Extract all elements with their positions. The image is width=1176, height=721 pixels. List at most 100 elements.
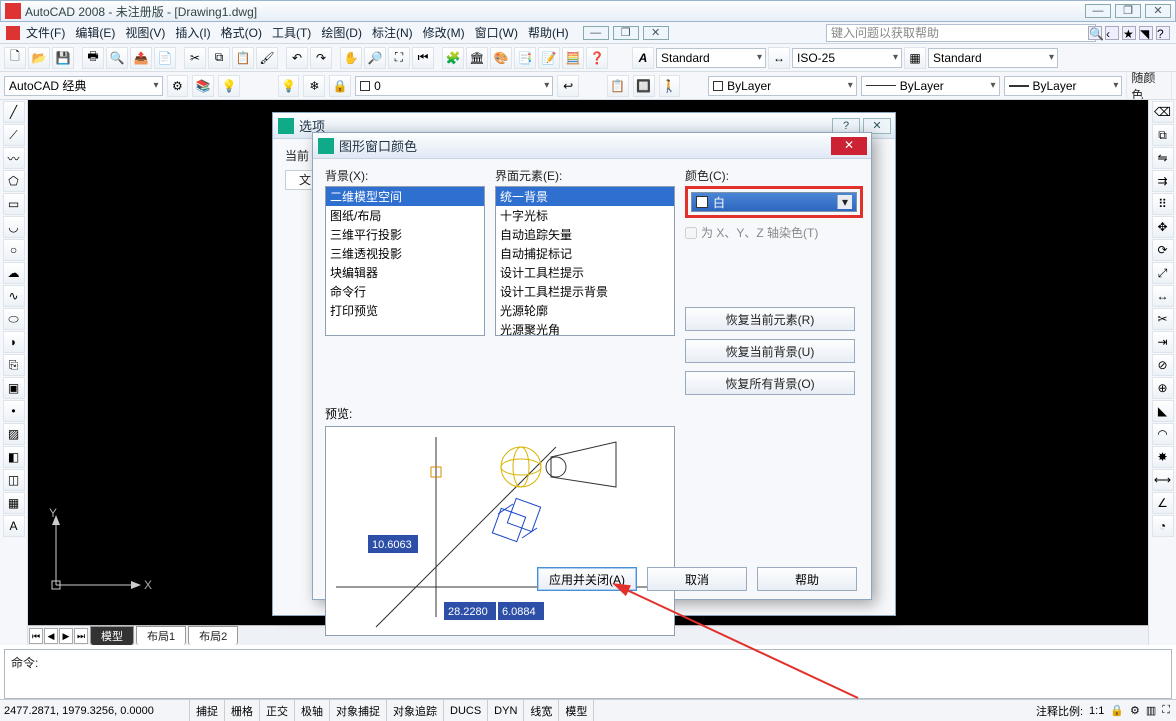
cut-icon[interactable]: ✂ bbox=[184, 47, 206, 69]
bg-item-4[interactable]: 块编辑器 bbox=[326, 263, 484, 282]
layeriso-icon[interactable]: 🔲 bbox=[633, 75, 655, 97]
colors-dialog-close-button[interactable]: ✕ bbox=[831, 137, 867, 155]
arc-icon[interactable]: ◡ bbox=[3, 216, 25, 238]
redo-icon[interactable]: ↷ bbox=[310, 47, 332, 69]
zoom-win-icon[interactable]: ⛶ bbox=[388, 47, 410, 69]
bg-item-5[interactable]: 命令行 bbox=[326, 282, 484, 301]
pan-icon[interactable]: ✋ bbox=[340, 47, 362, 69]
paste-icon[interactable]: 📋 bbox=[232, 47, 254, 69]
restore-current-element-button[interactable]: 恢复当前元素(R) bbox=[685, 307, 855, 331]
satellite-icon[interactable]: ◥ bbox=[1139, 26, 1153, 40]
lineweight-combo[interactable]: ByLayer bbox=[1004, 76, 1123, 96]
calc-icon[interactable]: 🧮 bbox=[562, 47, 584, 69]
ortho-toggle[interactable]: 正交 bbox=[260, 700, 295, 721]
open-icon[interactable]: 📂 bbox=[28, 47, 50, 69]
annoscale-icon[interactable]: 🔒 bbox=[1110, 704, 1124, 717]
tint-checkbox[interactable]: 为 X、Y、Z 轴染色(T) bbox=[685, 224, 863, 241]
lwt-toggle[interactable]: 线宽 bbox=[524, 700, 559, 721]
zoom-rt-icon[interactable]: 🔎 bbox=[364, 47, 386, 69]
offset-icon[interactable]: ⇉ bbox=[1152, 170, 1174, 192]
scale-value[interactable]: 1:1 bbox=[1089, 705, 1104, 717]
restore-current-bg-button[interactable]: 恢复当前背景(U) bbox=[685, 339, 855, 363]
rotate-icon[interactable]: ⟳ bbox=[1152, 239, 1174, 261]
layer-off-icon[interactable]: 💡 bbox=[218, 75, 240, 97]
circle-icon[interactable]: ○ bbox=[3, 239, 25, 261]
block-icon[interactable]: ▣ bbox=[3, 377, 25, 399]
search-icon[interactable]: 🔍 bbox=[1088, 26, 1102, 40]
save-icon[interactable]: 💾 bbox=[52, 47, 74, 69]
move-icon[interactable]: ✥ bbox=[1152, 216, 1174, 238]
dcenter-icon[interactable]: 🏛 bbox=[466, 47, 488, 69]
tab-last-icon[interactable]: ⏭ bbox=[74, 628, 88, 644]
model-toggle[interactable]: 模型 bbox=[559, 700, 594, 721]
snap-toggle[interactable]: 捕捉 bbox=[190, 700, 225, 721]
color-combo[interactable]: 白 bbox=[691, 192, 857, 212]
print-icon[interactable]: 🖶 bbox=[82, 47, 104, 69]
bg-item-1[interactable]: 图纸/布局 bbox=[326, 206, 484, 225]
freeze-icon[interactable]: ❄ bbox=[303, 75, 325, 97]
dim-lin-icon[interactable]: ⟷ bbox=[1152, 469, 1174, 491]
mtext-icon[interactable]: A bbox=[3, 515, 25, 537]
apply-close-button[interactable]: 应用并关闭(A) bbox=[537, 567, 637, 591]
lock-icon[interactable]: 🔒 bbox=[329, 75, 351, 97]
stretch-icon[interactable]: ↔ bbox=[1152, 285, 1174, 307]
mdi-min[interactable]: — bbox=[583, 26, 609, 40]
grid-toggle[interactable]: 栅格 bbox=[225, 700, 260, 721]
tablestyle-icon[interactable]: ▦ bbox=[904, 47, 926, 69]
menu-dim[interactable]: 标注(N) bbox=[372, 24, 413, 41]
ui-item-3[interactable]: 自动捕捉标记 bbox=[496, 244, 674, 263]
menu-file[interactable]: 文件(F) bbox=[26, 24, 65, 41]
table-icon[interactable]: ▦ bbox=[3, 492, 25, 514]
extend-icon[interactable]: ⇥ bbox=[1152, 331, 1174, 353]
bg-item-2[interactable]: 三维平行投影 bbox=[326, 225, 484, 244]
trim-icon[interactable]: ✂ bbox=[1152, 308, 1174, 330]
menu-insert[interactable]: 插入(I) bbox=[175, 24, 210, 41]
explode-icon[interactable]: ✸ bbox=[1152, 446, 1174, 468]
textstyle-combo[interactable]: Standard bbox=[656, 48, 766, 68]
mdi-max[interactable]: ❐ bbox=[613, 26, 639, 40]
chamfer-icon[interactable]: ◣ bbox=[1152, 400, 1174, 422]
polar-toggle[interactable]: 极轴 bbox=[295, 700, 330, 721]
layer-prev-icon[interactable]: ↩ bbox=[557, 75, 579, 97]
menu-modify[interactable]: 修改(M) bbox=[423, 24, 465, 41]
plot-icon[interactable]: 📄 bbox=[154, 47, 176, 69]
dim-rad-icon[interactable]: ◔ bbox=[1152, 515, 1174, 537]
textstyle-icon[interactable]: A bbox=[632, 47, 654, 69]
ui-item-6[interactable]: 光源轮廓 bbox=[496, 301, 674, 320]
menu-window[interactable]: 窗口(W) bbox=[475, 24, 518, 41]
menu-draw[interactable]: 绘图(D) bbox=[321, 24, 362, 41]
point-icon[interactable]: • bbox=[3, 400, 25, 422]
join-icon[interactable]: ⊕ bbox=[1152, 377, 1174, 399]
linetype-combo[interactable]: ByLayer bbox=[861, 76, 1000, 96]
revcloud-icon[interactable]: ☁ bbox=[3, 262, 25, 284]
grad-icon[interactable]: ◧ bbox=[3, 446, 25, 468]
help-search-input[interactable]: 键入问题以获取帮助 bbox=[826, 24, 1096, 42]
prop-icon[interactable]: 🧩 bbox=[442, 47, 464, 69]
markup-icon[interactable]: 📝 bbox=[538, 47, 560, 69]
tint-checkbox-input[interactable] bbox=[685, 227, 697, 239]
ui-item-4[interactable]: 设计工具栏提示 bbox=[496, 263, 674, 282]
menu-edit[interactable]: 编辑(E) bbox=[75, 24, 115, 41]
scale-icon[interactable]: ⤢ bbox=[1152, 262, 1174, 284]
line-icon[interactable]: ╱ bbox=[3, 101, 25, 123]
workspace-combo[interactable]: AutoCAD 经典 bbox=[4, 76, 163, 96]
menu-format[interactable]: 格式(O) bbox=[221, 24, 262, 41]
status-max-icon[interactable]: ⛶ bbox=[1162, 704, 1170, 717]
match-icon[interactable]: 🖌 bbox=[256, 47, 278, 69]
command-window[interactable]: 命令: bbox=[4, 649, 1172, 699]
menu-tools[interactable]: 工具(T) bbox=[272, 24, 311, 41]
tab-layout2[interactable]: 布局2 bbox=[188, 626, 238, 645]
zoom-prev-icon[interactable]: ⏮ bbox=[412, 47, 434, 69]
layer-icon[interactable]: 📚 bbox=[192, 75, 214, 97]
preview-icon[interactable]: 🔍 bbox=[106, 47, 128, 69]
spline-icon[interactable]: ∿ bbox=[3, 285, 25, 307]
ui-item-5[interactable]: 设计工具栏提示背景 bbox=[496, 282, 674, 301]
break-icon[interactable]: ⊘ bbox=[1152, 354, 1174, 376]
copy2-icon[interactable]: ⧉ bbox=[1152, 124, 1174, 146]
tablestyle-combo[interactable]: Standard bbox=[928, 48, 1058, 68]
array-icon[interactable]: ⠿ bbox=[1152, 193, 1174, 215]
ui-item-2[interactable]: 自动追踪矢量 bbox=[496, 225, 674, 244]
dimstyle-icon[interactable]: ↔ bbox=[768, 47, 790, 69]
pline-icon[interactable]: 〰 bbox=[3, 147, 25, 169]
status-tool-icon[interactable]: ⚙ bbox=[1130, 704, 1140, 717]
